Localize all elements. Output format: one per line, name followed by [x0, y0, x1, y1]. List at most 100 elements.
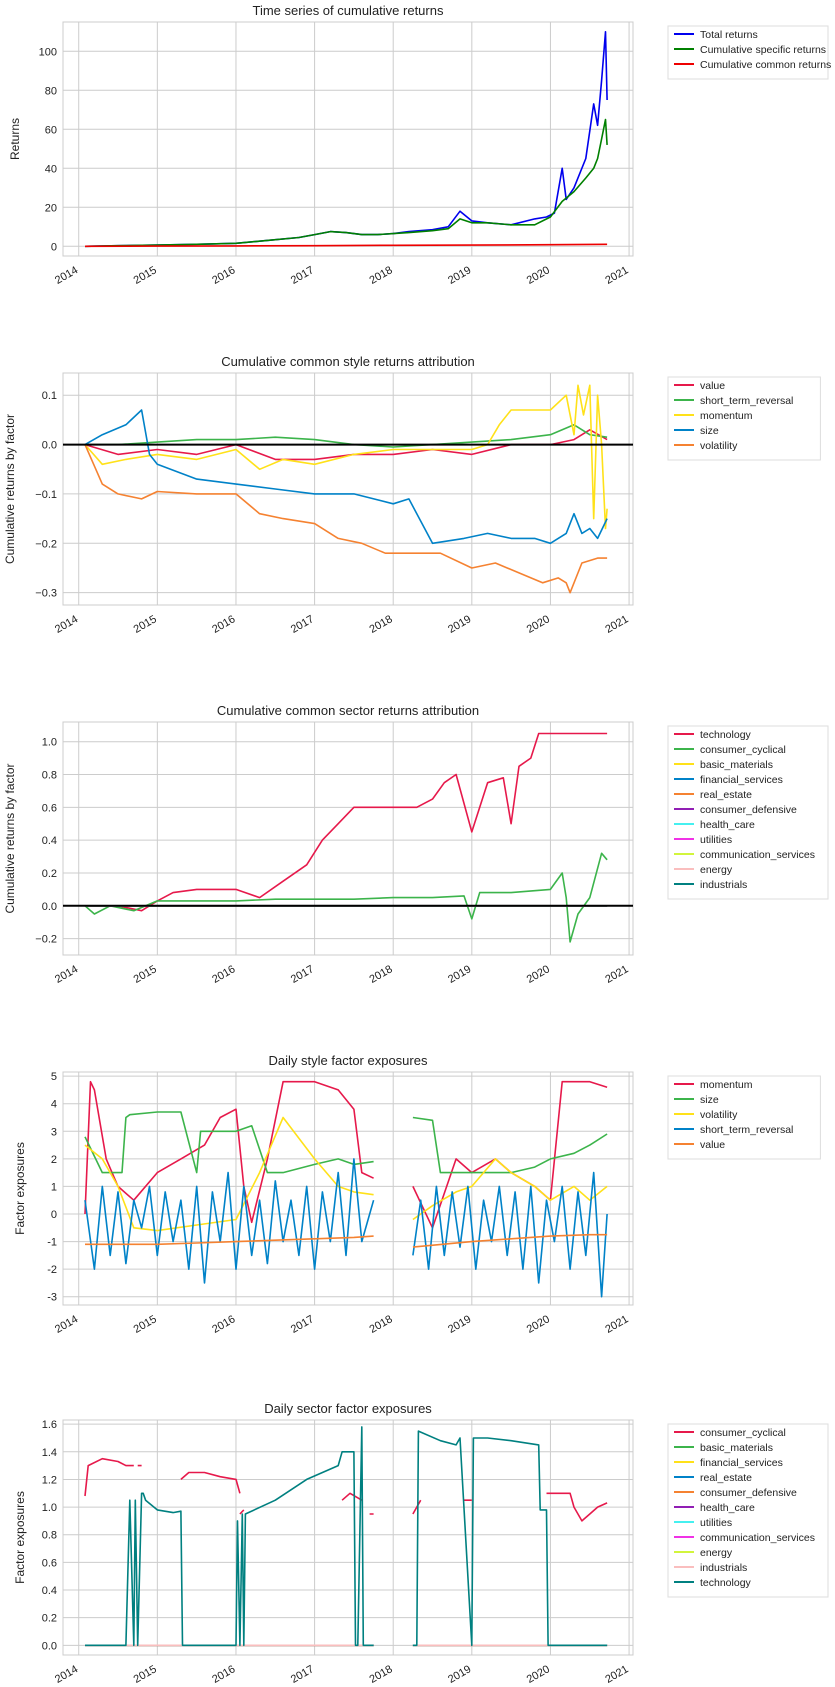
y-tick-label: 1.4	[42, 1447, 57, 1459]
plot-area	[62, 21, 634, 257]
legend-label: financial_services	[700, 1457, 783, 1469]
legend: momentum size volatility short_term_reversa…	[667, 1075, 821, 1160]
y-tick-label: 1.0	[42, 737, 57, 749]
style-returns-attribution-chart: Cumulative common style returns attribut…	[3, 354, 821, 636]
legend-label: health_care	[700, 819, 755, 831]
y-axis-label: Returns	[8, 118, 22, 160]
y-tick-label: 0	[51, 1209, 57, 1221]
legend-label: consumer_cyclical	[700, 744, 786, 756]
y-axis-label: Factor exposures	[13, 1142, 27, 1235]
y-tick-label: 0.4	[42, 835, 57, 847]
legend-label: momentum	[700, 410, 753, 422]
legend-box	[667, 1075, 821, 1160]
series-line-consumer-cyclical	[84, 852, 608, 943]
series-line-volatility	[84, 444, 608, 594]
plot-area	[62, 372, 634, 606]
legend-label: real_estate	[700, 1472, 752, 1484]
legend-label: short_term_reversal	[700, 1124, 793, 1136]
legend-label: health_care	[700, 1502, 755, 1514]
legend-label: industrials	[700, 1562, 747, 1574]
y-tick-label: 5	[51, 1071, 57, 1083]
series-line-technology	[85, 732, 608, 912]
y-tick-label: -1	[47, 1237, 57, 1249]
chart-title: Cumulative common style returns attribut…	[221, 354, 475, 369]
legend: Total returns Cumulative specific returns…	[667, 25, 831, 80]
legend-label: real_estate	[700, 789, 752, 801]
chart-title: Time series of cumulative returns	[253, 3, 444, 18]
y-tick-label: 1	[51, 1181, 57, 1193]
sector-returns-attribution-chart: Cumulative common sector returns attribu…	[3, 703, 829, 986]
series-line-cumulative-specific-returns	[84, 118, 608, 248]
plot-area	[62, 1419, 634, 1656]
legend-label: Cumulative common returns	[700, 59, 831, 71]
y-tick-label: 0.0	[42, 901, 57, 913]
legend: value short_term_reversal momentum size vola…	[667, 376, 821, 461]
y-tick-label: 100	[39, 46, 57, 58]
legend-box	[667, 25, 829, 80]
legend-label: volatility	[700, 1109, 738, 1121]
y-tick-label: 0.0	[42, 440, 57, 452]
legend-label: communication_services	[700, 1532, 815, 1544]
legend-label: short_term_reversal	[700, 395, 793, 407]
chart-title: Daily sector factor exposures	[264, 1401, 432, 1416]
legend-label: energy	[700, 864, 733, 876]
y-tick-label: 40	[45, 163, 57, 175]
legend-label: industrials	[700, 879, 747, 891]
legend-label: utilities	[700, 1517, 732, 1529]
y-tick-label: 0.8	[42, 1530, 57, 1542]
y-tick-label: 3	[51, 1126, 57, 1138]
legend-label: basic_materials	[700, 1442, 773, 1454]
chart-title: Daily style factor exposures	[269, 1053, 428, 1068]
series-line-value	[85, 1233, 608, 1248]
series-lines	[84, 31, 608, 248]
legend-label: utilities	[700, 834, 732, 846]
legend: consumer_cyclical basic_materials financia…	[667, 1423, 829, 1598]
y-tick-label: −0.3	[35, 588, 57, 600]
legend-box	[667, 725, 829, 900]
y-tick-label: 0.4	[42, 1585, 57, 1597]
series-line-size	[84, 409, 608, 545]
y-tick-label: 1.2	[42, 1474, 57, 1486]
y-tick-label: 60	[45, 124, 57, 136]
legend-label: financial_services	[700, 774, 783, 786]
legend-label: consumer_defensive	[700, 804, 797, 816]
series-line-technology	[85, 1426, 608, 1647]
legend-label: Cumulative specific returns	[700, 44, 826, 56]
y-tick-label: 2	[51, 1154, 57, 1166]
legend-label: consumer_cyclical	[700, 1427, 786, 1439]
grid	[62, 372, 634, 606]
y-axis-label: Cumulative returns by factor	[3, 414, 17, 564]
y-tick-label: 0.6	[42, 802, 57, 814]
y-axis-label: Factor exposures	[13, 1491, 27, 1584]
legend-label: size	[700, 1094, 719, 1106]
legend-label: energy	[700, 1547, 733, 1559]
grid	[62, 721, 634, 956]
series-lines	[84, 1426, 608, 1647]
y-tick-label: 0.1	[42, 390, 57, 402]
cumulative-returns-chart: Time series of cumulative returns Return…	[8, 3, 831, 287]
legend-label: momentum	[700, 1079, 753, 1091]
y-tick-label: −0.2	[35, 538, 57, 550]
y-tick-label: 80	[45, 85, 57, 97]
series-line-volatility	[84, 1116, 608, 1232]
y-tick-label: 0.6	[42, 1557, 57, 1569]
legend-label: volatility	[700, 440, 738, 452]
grid	[62, 21, 634, 257]
y-axis-label: Cumulative returns by factor	[3, 763, 17, 913]
y-tick-label: 0.0	[42, 1640, 57, 1652]
y-tick-label: 0.2	[42, 868, 57, 880]
legend-label: Total returns	[700, 29, 758, 41]
series-line-momentum	[84, 384, 608, 530]
series-lines	[84, 384, 608, 594]
legend-label: consumer_defensive	[700, 1487, 797, 1499]
series-line-cumulative-common-returns	[84, 243, 608, 248]
y-tick-label: 0.8	[42, 770, 57, 782]
legend-label: value	[700, 380, 725, 392]
y-tick-label: 0.2	[42, 1613, 57, 1625]
legend-label: size	[700, 425, 719, 437]
legend-label: technology	[700, 729, 752, 741]
legend-box	[667, 1423, 829, 1598]
y-tick-label: 1.6	[42, 1419, 57, 1431]
legend-box	[667, 376, 821, 461]
